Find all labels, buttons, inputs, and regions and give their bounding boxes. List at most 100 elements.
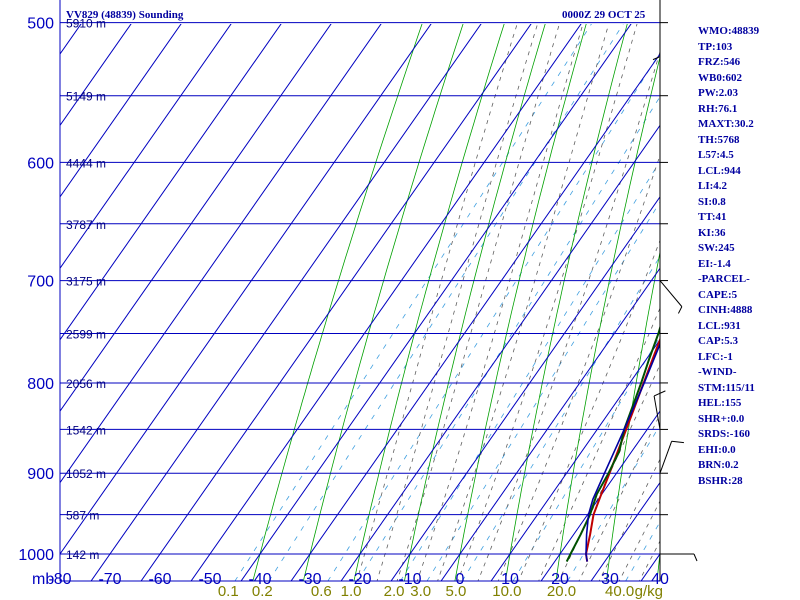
index-item: HEL:155 — [698, 397, 742, 409]
mixing-ratio-label: 20.0 — [547, 583, 576, 600]
index-item: SRDS:-160 — [698, 428, 750, 440]
index-item: SI:0.8 — [698, 195, 726, 208]
temperature-tick-label: -80 — [48, 571, 71, 588]
dry-adiabat — [504, 24, 628, 581]
dry-adiabat — [606, 250, 660, 581]
pressure-tick-label: 1000 — [18, 547, 54, 564]
mixing-ratio-line — [327, 51, 660, 581]
mixing-ratio-label: 3.0 — [410, 583, 431, 600]
dry-adiabat — [252, 24, 423, 581]
mixing-ratio-line — [512, 335, 660, 581]
isotherm — [0, 0, 746, 591]
isotherm — [60, 24, 432, 555]
isotherm — [90, 24, 482, 581]
dry-adiabat — [303, 24, 464, 581]
height-label: 1052 m — [66, 467, 106, 481]
index-item: BSHR:28 — [698, 474, 743, 487]
wind-profile — [652, 0, 698, 581]
dry-adiabat — [353, 24, 505, 581]
moist-adiabat — [578, 413, 660, 581]
temperature-tick-label: -50 — [198, 571, 221, 588]
mixing-ratio-line — [400, 160, 660, 581]
plot-grid — [59, 0, 661, 582]
index-item: WMO:48839 — [698, 25, 760, 37]
isotherm — [140, 24, 532, 581]
isotherm — [390, 195, 660, 581]
temperature-tick-label: 10 — [501, 571, 519, 588]
wind-barb — [653, 395, 661, 430]
pressure-tick-label: 800 — [27, 376, 54, 393]
height-label: 3175 m — [66, 275, 106, 289]
mixing-ratio-label: 40.0 — [605, 583, 634, 600]
moist-adiabat — [538, 307, 660, 581]
isotherm — [240, 24, 632, 581]
isotherm — [190, 24, 582, 581]
index-item: WB0:602 — [698, 71, 742, 84]
index-item: EHI:0.0 — [698, 443, 736, 456]
index-item: FRZ:546 — [698, 56, 741, 68]
mixing-ratio-label: 0.1 — [218, 583, 239, 600]
index-item: LI:4.2 — [698, 180, 728, 192]
index-item: -PARCEL- — [698, 273, 750, 285]
wind-barb-flag — [652, 56, 661, 61]
temperature-tick-label: -60 — [148, 571, 171, 588]
mixing-ratio-label: 0.2 — [252, 583, 273, 600]
wind-barb-flag — [653, 390, 666, 397]
index-item: LCL:931 — [698, 319, 741, 332]
mixing-ratio-line — [357, 96, 660, 581]
parcel-trace — [585, 342, 660, 562]
stability-index-panel: WMO:48839 TP:103 FRZ:546 WB0:602 PW:2.03 RH:7… — [698, 24, 759, 489]
temperature-tick-label: 0 — [456, 571, 465, 588]
pressure-tick-label: 500 — [27, 16, 54, 33]
sounding-traces — [565, 324, 660, 563]
index-item: TP:103 — [698, 40, 733, 53]
moist-adiabat — [598, 458, 660, 581]
index-item: L57:4.5 — [698, 149, 734, 161]
isotherm — [540, 410, 660, 581]
dry-adiabat — [555, 55, 660, 581]
index-item: SW:245 — [698, 242, 735, 254]
isotherm — [290, 53, 660, 581]
wind-barb-flag — [677, 306, 683, 314]
moist-adiabat — [437, 24, 610, 581]
axis-labels: 100200300400500600700800900100016660 m14… — [18, 16, 669, 600]
temperature-tick-label: -70 — [98, 571, 121, 588]
index-item: BRN:0.2 — [698, 459, 739, 471]
index-item: CAP:5.3 — [698, 335, 739, 347]
isotherm — [590, 481, 660, 581]
height-label: 4444 m — [66, 156, 106, 170]
height-label: 5910 m — [66, 17, 106, 31]
mixing-ratio-line — [461, 255, 660, 581]
mixing-ratio-label: 5.0 — [445, 583, 466, 600]
plot-frame — [59, 0, 661, 582]
height-label: 142 m — [66, 548, 99, 562]
pressure-tick-label: 600 — [27, 155, 54, 172]
mixing-ratio-unit: g/kg — [635, 583, 663, 600]
dewpoint-trace — [565, 324, 660, 563]
temperature-tick-label: 20 — [551, 571, 569, 588]
dry-adiabat — [404, 24, 546, 581]
height-label: 2056 m — [66, 377, 106, 391]
index-item: TH:5768 — [698, 133, 740, 146]
temperature-tick-label: -20 — [348, 571, 371, 588]
x-axis-prefix: mb — [32, 571, 54, 588]
height-label: 587 m — [66, 509, 99, 523]
index-item: STM:115/11 — [698, 381, 755, 394]
height-label: 1542 m — [66, 423, 106, 437]
isotherm — [340, 124, 660, 581]
isotherm — [440, 267, 660, 581]
mixing-ratio-line — [426, 201, 660, 581]
station-title: VV829 (48839) Sounding — [66, 9, 184, 21]
pressure-tick-label: 700 — [27, 274, 54, 291]
index-item: SHR+:0.0 — [698, 412, 745, 425]
index-item: -WIND- — [698, 366, 737, 378]
sounding-time: 0000Z 29 OCT 25 — [562, 9, 646, 21]
mixing-ratio-line — [268, 24, 624, 581]
moist-adiabat — [497, 154, 660, 581]
temperature-tick-label: -10 — [398, 571, 421, 588]
